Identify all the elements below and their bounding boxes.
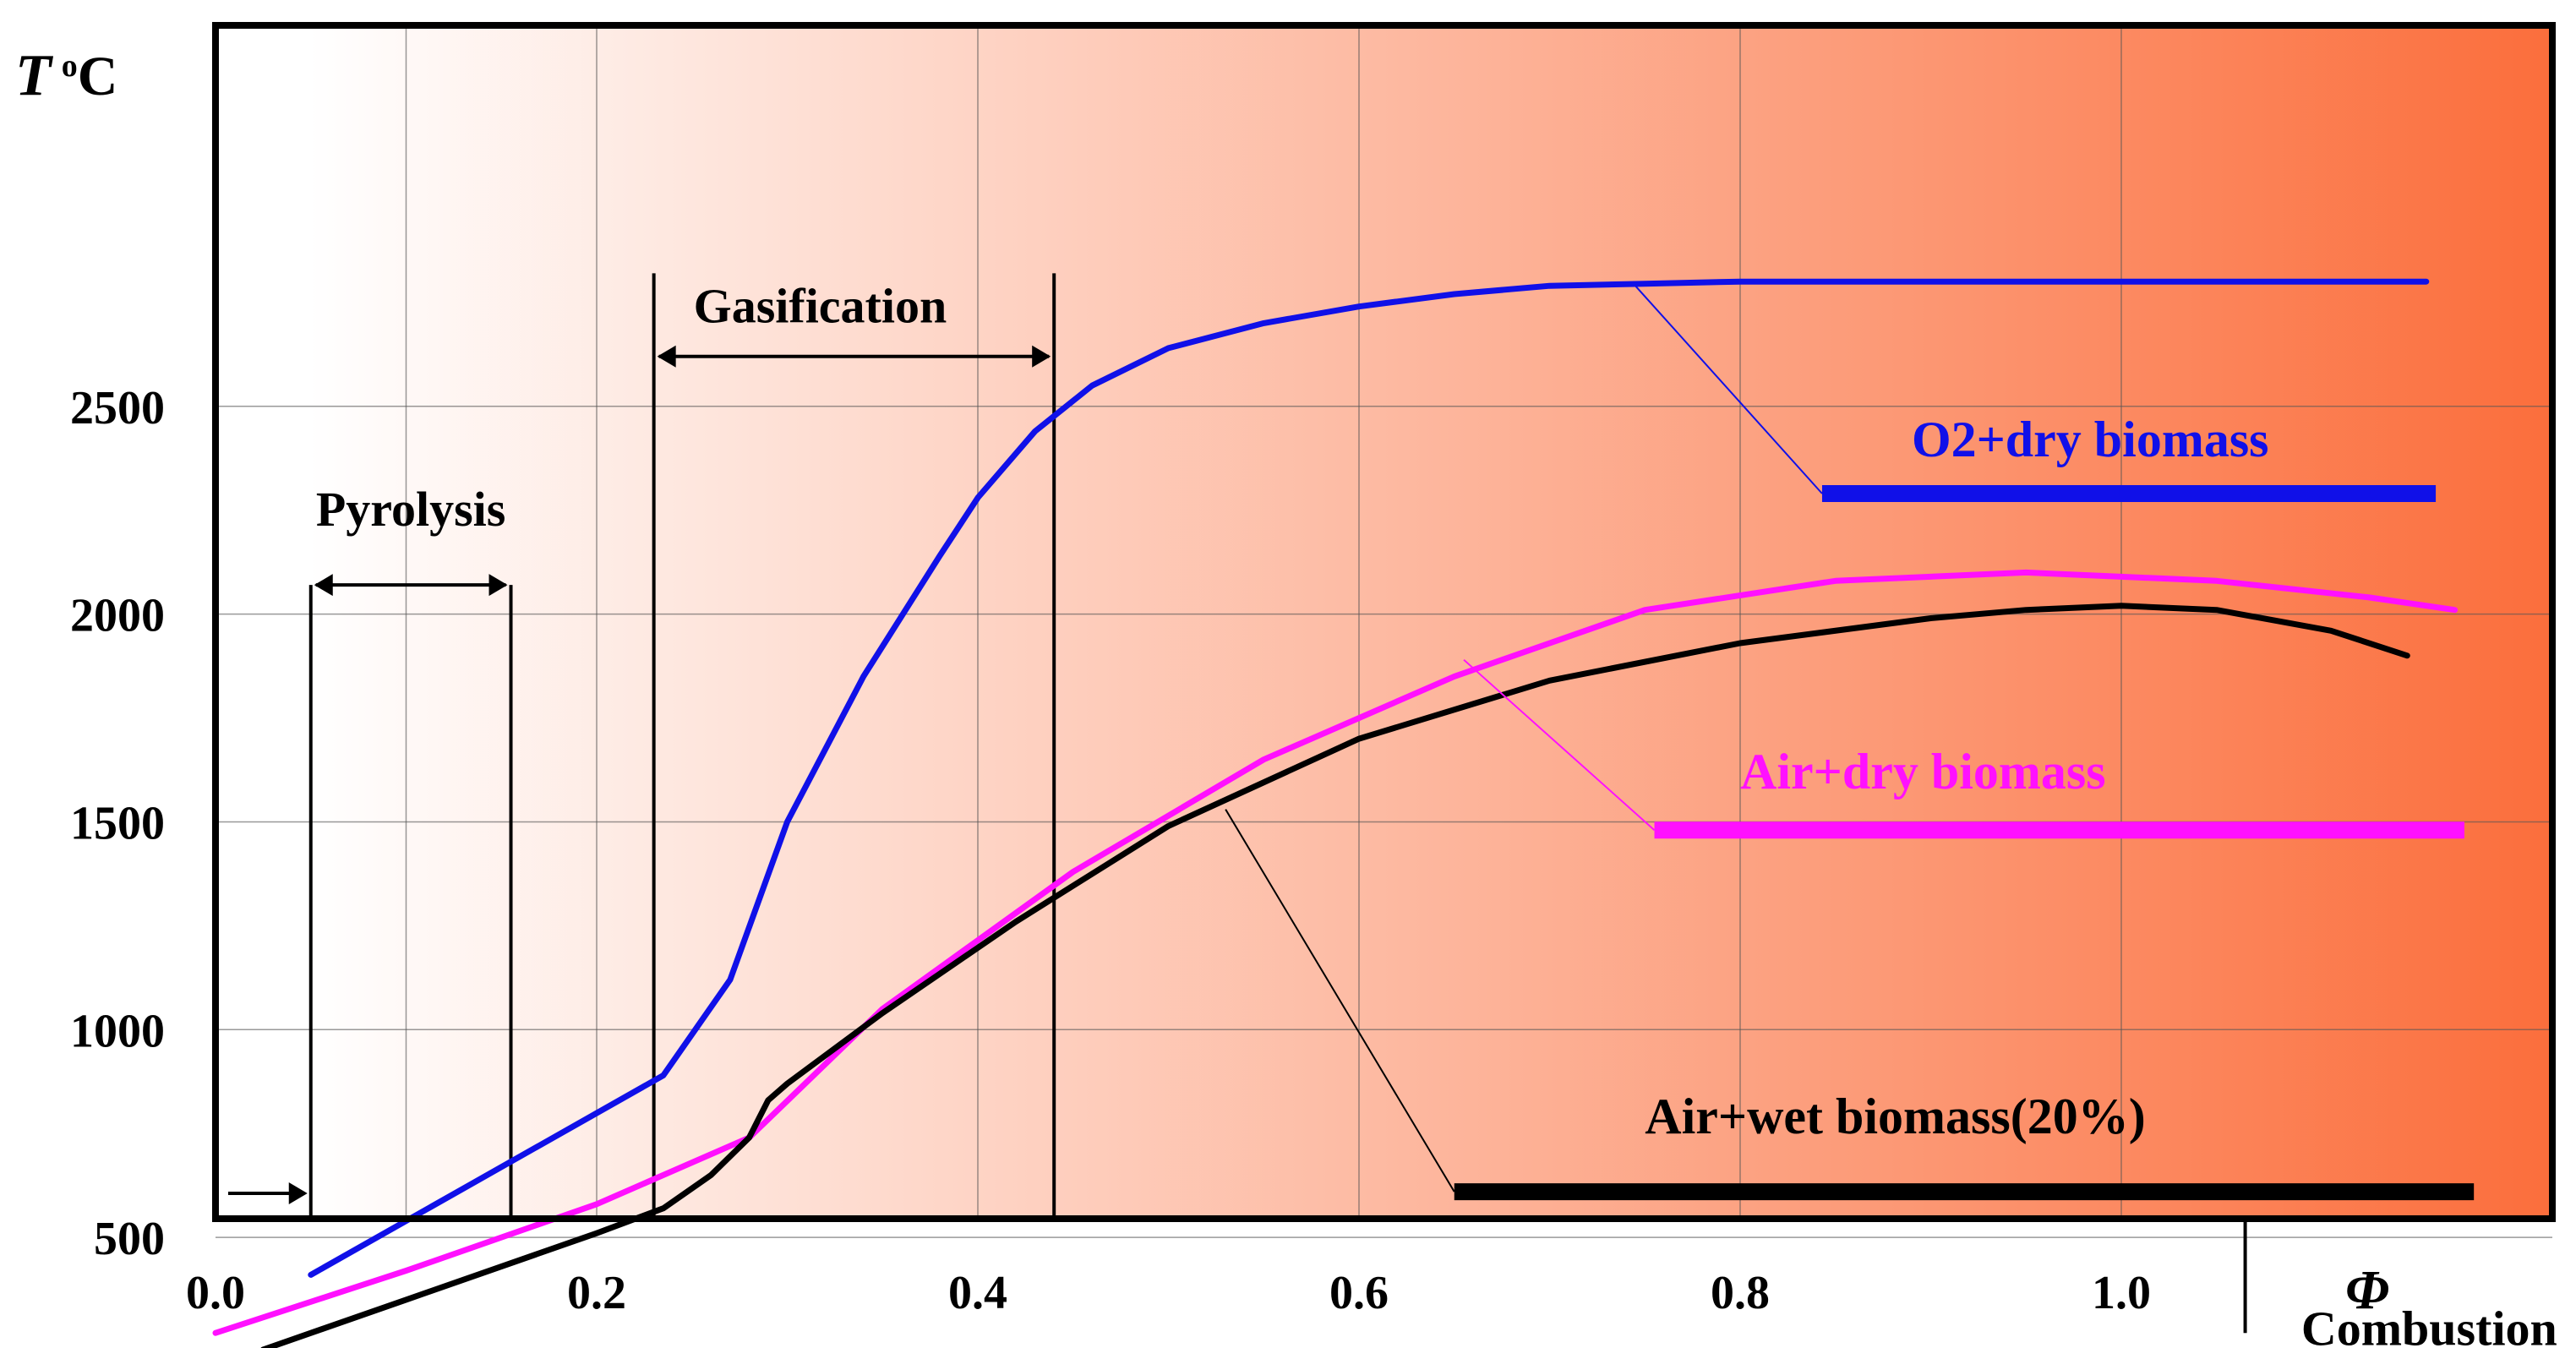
y-axis-unit-c: C	[78, 46, 118, 107]
x-tick-label: 0.6	[1329, 1267, 1389, 1319]
legend-label-0: O2+dry biomass	[1912, 412, 2269, 467]
y-tick-label: 1500	[70, 797, 165, 849]
y-tick-label: 2000	[70, 590, 165, 642]
series-line-0	[308, 278, 2430, 1278]
series-line-1	[212, 569, 2459, 1336]
y-axis-unit-o: o	[62, 48, 78, 84]
x-tick-label: 0.8	[1711, 1267, 1770, 1319]
legend-leader-1	[1463, 658, 1656, 832]
y-tick-label: 500	[94, 1213, 165, 1265]
gasification-arrow-head-right	[1032, 345, 1051, 368]
x-tick-label: 0.2	[567, 1267, 626, 1319]
phase-annotations: Pyrolysis Gasification Combustion	[228, 279, 2557, 1348]
legend-leader-2	[1225, 809, 1455, 1192]
gasification-label: Gasification	[694, 279, 947, 334]
plot-background	[216, 25, 2552, 1219]
pyrolysis-arrow-head-right	[488, 574, 508, 597]
y-tick-label: 2500	[70, 382, 165, 434]
legend-leader-0	[1635, 285, 1823, 494]
phase-lines	[308, 273, 2247, 1334]
pyrolysis-label: Pyrolysis	[316, 482, 506, 537]
combustion-label: Combustion	[2301, 1301, 2557, 1348]
y-axis-symbol: T	[15, 43, 54, 108]
legend: O2+dry biomass Air+dry biomass Air+wet bio…	[1225, 285, 2475, 1201]
series-line-2	[260, 603, 2410, 1348]
gasification-arrow-head-left	[657, 345, 676, 368]
legend-label-1: Air+dry biomass	[1740, 744, 2106, 800]
x-axis: 0.0 0.2 0.4 0.6 0.8 1.0	[186, 1267, 2151, 1319]
series-layer	[212, 278, 2459, 1348]
pyrolysis-arrow-head-left	[314, 574, 333, 597]
entry-arrow-head	[288, 1182, 308, 1204]
y-axis: 500 1000 1500 2000 2500	[70, 382, 165, 1265]
y-tick-label: 1000	[70, 1005, 165, 1057]
x-axis-title: Φ	[2345, 1259, 2389, 1321]
legend-label-2: Air+wet biomass(20%)	[1645, 1089, 2145, 1144]
plot-frame	[212, 22, 2556, 1222]
x-tick-label: 0.4	[948, 1267, 1007, 1319]
x-tick-label: 1.0	[2092, 1267, 2151, 1319]
x-tick-label: 0.0	[186, 1267, 245, 1319]
